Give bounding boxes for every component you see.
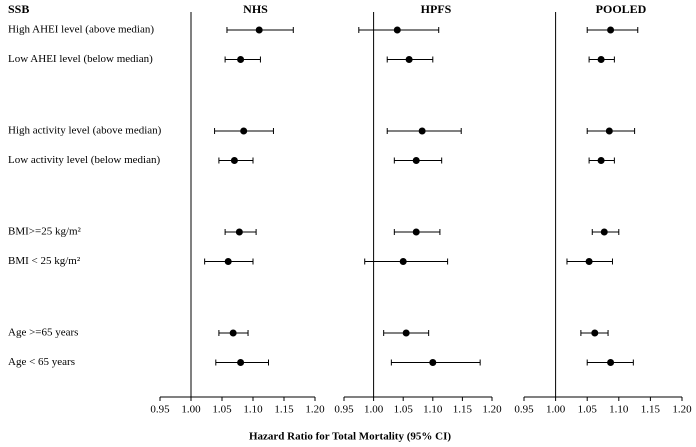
point [393,26,401,34]
point [235,228,243,236]
x-tick-label: 0.95 [334,404,354,416]
x-tick-label: 1.00 [181,404,201,416]
point [597,157,605,164]
point [585,258,593,265]
x-tick-label: 1.05 [212,404,232,416]
point [399,258,407,265]
row-label: Low AHEI level (below median) [8,53,153,65]
row-label: Low activity level (below median) [8,154,160,166]
x-tick-label: 1.00 [546,404,566,416]
point [240,127,248,135]
x-tick-label: 1.10 [609,404,629,416]
x-tick-label: 1.20 [482,404,502,416]
row-label: High activity level (above median) [8,125,162,137]
point [237,56,245,63]
point [591,329,599,337]
point [418,127,426,135]
row-label: High AHEI level (above median) [8,24,154,36]
row-header: SSB [8,2,29,16]
point [429,359,437,366]
x-tick-label: 1.10 [423,404,443,416]
point [224,258,232,265]
x-tick-label: 0.95 [514,404,534,416]
row-label: BMI < 25 kg/m² [8,255,81,267]
point [607,26,615,34]
x-tick-label: 1.20 [305,404,325,416]
point [605,127,613,135]
point [255,26,263,34]
x-tick-label: 1.00 [364,404,384,416]
point [412,228,420,236]
point [405,56,413,63]
point [229,329,237,337]
x-tick-label: 1.20 [672,404,692,416]
x-axis-label: Hazard Ratio for Total Mortality (95% CI… [249,431,451,443]
x-tick-label: 1.15 [453,404,473,416]
row-label: BMI>=25 kg/m² [8,226,82,238]
panel-title: POOLED [596,2,647,16]
x-tick-label: 1.05 [394,404,414,416]
x-tick-label: 1.05 [578,404,598,416]
point [600,228,608,236]
x-tick-label: 1.10 [243,404,263,416]
x-tick-label: 1.15 [274,404,294,416]
point [230,157,238,164]
point [412,157,420,164]
point [237,359,245,366]
row-label: Age >=65 years [8,327,78,339]
point [607,359,615,366]
panel-title: NHS [243,2,268,16]
point [597,56,605,63]
x-tick-label: 0.95 [150,404,170,416]
x-tick-label: 1.15 [641,404,661,416]
panel-title: HPFS [421,2,452,16]
point [402,329,410,337]
row-label: Age < 65 years [8,356,75,368]
